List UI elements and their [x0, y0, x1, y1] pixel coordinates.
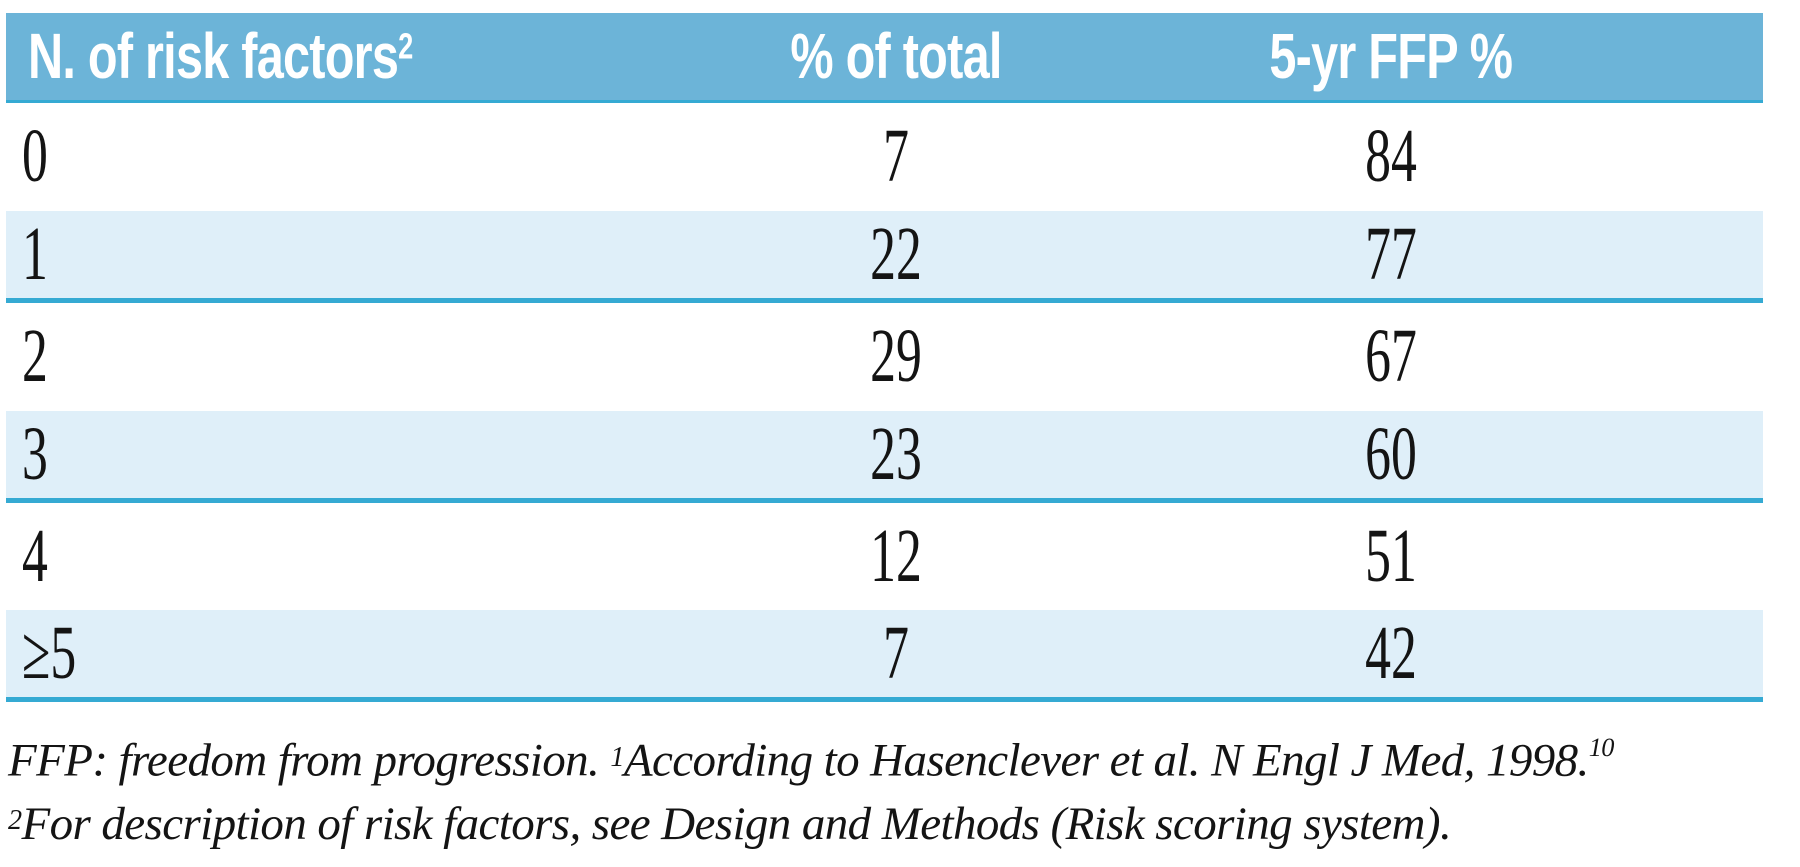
- table-row: 2 29 67: [6, 300, 1763, 411]
- cell-spacer: [1636, 610, 1763, 702]
- footnote-line-2: 2For description of risk factors, see De…: [8, 791, 1800, 854]
- table-row: 3 23 60: [6, 410, 1763, 503]
- cell-ffp: 84: [1365, 114, 1417, 199]
- column-header-risk-factors-label: N. of risk factors: [28, 20, 399, 93]
- footnote-line-1: FFP: freedom from progression. 1Accordin…: [8, 718, 1800, 791]
- cell-pct-total: 29: [870, 314, 922, 399]
- column-header-risk-factors: N. of risk factors2: [6, 13, 646, 103]
- column-header-pct-total-label: % of total: [790, 20, 1002, 93]
- cell-ffp: 67: [1365, 314, 1417, 399]
- column-header-5yr-ffp: 5-yr FFP %: [1146, 13, 1636, 103]
- footnote-hasenclever-reference: According to Hasenclever et al. N Engl J…: [623, 734, 1589, 787]
- cell-spacer: [1636, 211, 1763, 303]
- cell-spacer: [1636, 101, 1763, 211]
- table-row: 1 22 77: [6, 211, 1763, 303]
- cell-risk-factors: 4: [22, 513, 48, 598]
- cell-risk-factors: 3: [6, 410, 646, 503]
- cell-ffp: 77: [1146, 211, 1636, 303]
- cell-pct-total: 23: [646, 410, 1146, 503]
- cell-risk-factors: ≥5: [6, 610, 646, 702]
- footnote-marker-2: 2: [8, 804, 22, 836]
- reference-number-10: 10: [1588, 733, 1615, 762]
- table-row: 4 12 51: [6, 500, 1763, 610]
- table-header-row: N. of risk factors2 % of total 5-yr FFP …: [6, 13, 1763, 103]
- column-header-pct-total: % of total: [646, 13, 1146, 103]
- table-footnotes: FFP: freedom from progression. 1Accordin…: [8, 718, 1800, 854]
- table-row: 0 7 84: [6, 101, 1763, 211]
- column-header-spacer: [1636, 13, 1763, 103]
- footnote-risk-factors-description: For description of risk factors, see Des…: [21, 797, 1452, 850]
- cell-pct-total: 12: [870, 513, 922, 598]
- cell-risk-factors: 0: [22, 114, 48, 199]
- cell-pct-total: 7: [646, 610, 1146, 702]
- cell-risk-factors: 1: [6, 211, 646, 303]
- risk-factors-table: N. of risk factors2 % of total 5-yr FFP …: [6, 13, 1763, 702]
- footnote-marker-1: 1: [610, 741, 624, 773]
- cell-pct-total: 7: [883, 114, 909, 199]
- cell-spacer: [1636, 301, 1763, 411]
- cell-ffp: 51: [1365, 513, 1417, 598]
- cell-spacer: [1636, 410, 1763, 503]
- cell-pct-total: 22: [646, 211, 1146, 303]
- cell-ffp: 60: [1146, 410, 1636, 503]
- column-header-5yr-ffp-label: 5-yr FFP %: [1269, 20, 1514, 93]
- cell-spacer: [1636, 500, 1763, 610]
- header-footnote-marker: 2: [398, 26, 414, 67]
- cell-risk-factors: 2: [22, 314, 48, 399]
- footnote-ffp-definition: FFP: freedom from progression.: [8, 734, 611, 787]
- table-row: ≥5 7 42: [6, 610, 1763, 702]
- cell-ffp: 42: [1146, 610, 1636, 702]
